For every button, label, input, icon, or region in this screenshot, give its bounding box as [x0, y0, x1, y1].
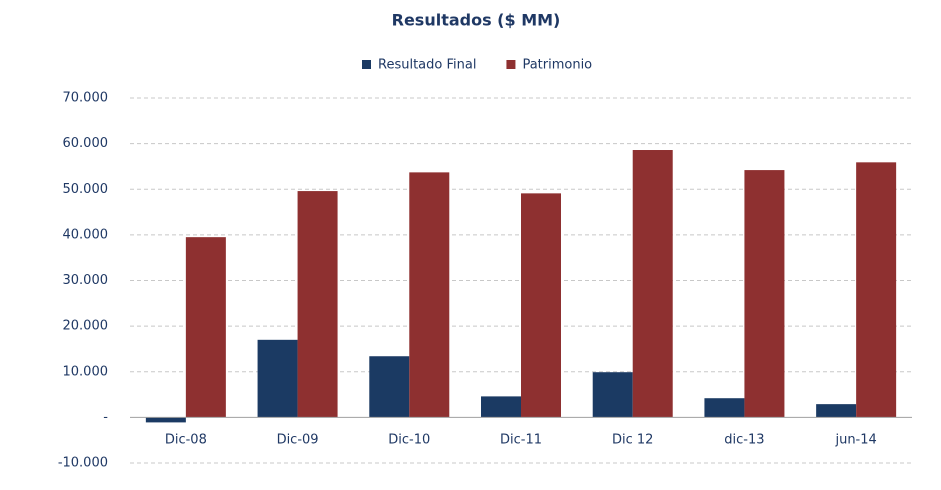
x-tick-label: Dic-09: [277, 433, 319, 448]
bar: [592, 372, 633, 418]
bar: [257, 339, 298, 418]
bar: [704, 398, 745, 418]
bar: [632, 150, 673, 418]
y-tick-label: 70.000: [63, 91, 109, 106]
x-tick-label: Dic-08: [165, 433, 207, 448]
bar: [856, 162, 897, 418]
bar: [481, 396, 521, 418]
bar: [185, 237, 226, 418]
y-tick-label: 10.000: [63, 364, 109, 379]
legend-swatch: [506, 60, 516, 69]
bar: [297, 191, 338, 418]
bar: [521, 193, 561, 418]
x-tick-label: Dic-11: [500, 433, 542, 448]
legend-label: Patrimonio: [522, 58, 592, 73]
bar: [409, 172, 450, 418]
y-tick-label: -: [103, 410, 108, 425]
y-tick-label: 60.000: [63, 136, 109, 151]
bar: [369, 356, 410, 418]
y-tick-label: -10.000: [58, 456, 108, 471]
legend-label: Resultado Final: [378, 58, 476, 73]
x-tick-label: dic-13: [724, 433, 764, 448]
chart-title: Resultados ($ MM): [392, 11, 561, 30]
y-tick-label: 40.000: [63, 227, 109, 242]
x-tick-label: Dic-10: [388, 433, 430, 448]
bar: [816, 404, 857, 418]
legend-swatch: [362, 60, 371, 69]
y-tick-label: 50.000: [63, 182, 109, 197]
x-tick-label: Dic 12: [612, 433, 653, 448]
x-tick-label: jun-14: [834, 433, 876, 448]
y-tick-label: 30.000: [63, 273, 109, 288]
bar: [145, 417, 186, 423]
bar: [744, 170, 785, 418]
y-tick-label: 20.000: [63, 319, 109, 334]
